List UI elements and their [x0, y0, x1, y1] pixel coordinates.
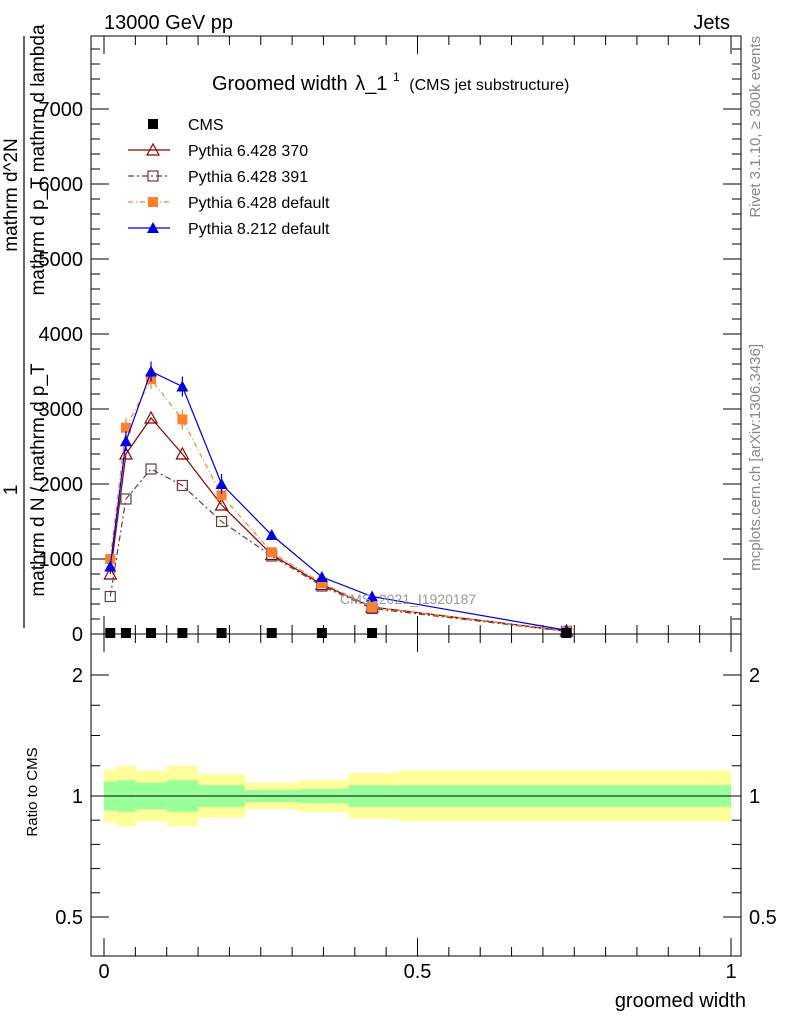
- data-point: [103, 566, 118, 580]
- legend-marker: [148, 119, 158, 129]
- y-tick-label: 3000: [39, 399, 84, 421]
- y-tick-label: 5000: [39, 249, 84, 271]
- ylabel-right-top: mathrm d^2N: [1, 138, 22, 251]
- series-pythia-6-428-391: [104, 463, 573, 637]
- data-point: [315, 571, 328, 582]
- y-tick-label: 0: [72, 624, 83, 646]
- y-tick-label: 4000: [39, 324, 84, 346]
- data-point: [316, 578, 327, 588]
- ratio-tick-label-left: 0.5: [55, 907, 83, 929]
- data-point: [177, 414, 188, 425]
- data-point: [265, 529, 278, 540]
- title-main: Groomed width: [212, 73, 348, 95]
- data-point: [146, 628, 157, 638]
- data-point: [145, 365, 158, 377]
- legend-marker: [148, 197, 158, 207]
- ylabel-right-bottom: mathrm d p_T mathrm d lambda: [28, 24, 49, 295]
- title-subtitle: (CMS jet substructure): [409, 77, 569, 94]
- data-point: [120, 628, 131, 638]
- main-ylabel: 1 mathrm d N / mathrm d p_T mathrm d^2N …: [1, 24, 49, 628]
- title-symbol: λ_1: [355, 73, 387, 95]
- data-point: [120, 422, 131, 433]
- data-point: [266, 547, 277, 558]
- ratio-plot: 0 0.5 1 0.5 0.5 1 1 2 2: [55, 633, 777, 983]
- legend-item: Pythia 6.428 370: [128, 142, 308, 160]
- main-plot: 0 1000 2000 3000 4000 5000 6000 7000: [39, 35, 742, 646]
- data-point: [366, 590, 379, 602]
- data-point: [216, 628, 227, 638]
- data-point: [316, 628, 327, 638]
- legend-label: Pythia 6.428 default: [188, 195, 330, 212]
- data-point: [561, 628, 572, 638]
- chart-title: Groomed width λ_1 1 (CMS jet substructur…: [212, 64, 569, 95]
- data-point: [266, 628, 277, 638]
- data-point: [214, 497, 229, 511]
- data-point: [105, 554, 116, 564]
- data-point: [216, 490, 227, 501]
- legend: CMS Pythia 6.428 370 Pythia 6.428 391 Pythi…: [128, 117, 330, 238]
- ratio-tick-label-right: 0.5: [749, 907, 777, 929]
- ylabel-denominator: mathrm d N / mathrm d p_T: [28, 363, 49, 597]
- data-point: [215, 515, 228, 528]
- data-point: [177, 628, 188, 638]
- ylabel-numerator: 1: [1, 485, 22, 496]
- series-pythia-6-428-default: [105, 369, 572, 636]
- data-point: [367, 628, 378, 638]
- data-point: [104, 590, 116, 603]
- legend-item: Pythia 6.428 391: [128, 169, 308, 186]
- data-point: [176, 479, 188, 492]
- xlabel: groomed width: [615, 990, 746, 1012]
- legend-marker: [147, 170, 159, 182]
- header-right: Jets: [693, 12, 730, 34]
- data-point: [104, 560, 117, 572]
- legend-label: Pythia 8.212 default: [188, 221, 330, 238]
- data-point: [145, 463, 157, 475]
- legend-label: Pythia 6.428 391: [188, 169, 308, 186]
- data-point: [215, 478, 228, 489]
- series-line: [109, 377, 567, 632]
- ratio-tick-label-right: 2: [749, 665, 760, 687]
- y-tick-label: 1000: [39, 549, 84, 571]
- data-point: [144, 410, 159, 424]
- legend-label: Pythia 6.428 370: [188, 143, 308, 160]
- legend-item: CMS: [148, 117, 224, 134]
- ratio-tick-label-left: 2: [72, 665, 83, 687]
- side-label-top: Rivet 3.1.10, ≥ 300k events: [747, 36, 764, 218]
- data-point: [105, 628, 116, 638]
- data-point: [120, 493, 132, 505]
- ratio-tick-label-right: 1: [749, 786, 760, 808]
- header-left: 13000 GeV pp: [104, 12, 233, 34]
- x-tick-label: 0: [98, 961, 109, 983]
- analysis-watermark: CMS_2021_I1920187: [340, 591, 476, 607]
- ratio-frame: [90, 633, 742, 957]
- legend-marker: [147, 222, 159, 233]
- ratio-ylabel: Ratio to CMS: [24, 747, 41, 836]
- data-point: [176, 380, 189, 392]
- legend-label: CMS: [188, 117, 224, 134]
- y-tick-label: 6000: [39, 174, 84, 196]
- y-tick-label: 2000: [39, 474, 84, 496]
- legend-marker: [145, 142, 161, 156]
- series-pythia-6-428-370: [103, 410, 574, 637]
- series-line: [109, 417, 567, 632]
- title-sup: 1: [393, 70, 400, 84]
- data-point: [118, 446, 133, 460]
- legend-item: Pythia 8.212 default: [128, 221, 330, 238]
- data-point: [119, 435, 132, 447]
- data-point: [367, 602, 378, 612]
- side-label-bottom: mcplots.cern.ch [arXiv:1306.3436]: [747, 344, 764, 571]
- legend-item: Pythia 6.428 default: [128, 195, 330, 212]
- series-line: [109, 468, 567, 632]
- series-cms: [105, 628, 572, 638]
- y-tick-label: 7000: [39, 99, 84, 121]
- x-tick-label: 0.5: [404, 961, 432, 983]
- x-tick-label: 1: [725, 961, 736, 983]
- data-point: [175, 446, 190, 460]
- series-pythia-8-212-default: [104, 361, 573, 636]
- ratio-tick-label-left: 1: [72, 786, 83, 808]
